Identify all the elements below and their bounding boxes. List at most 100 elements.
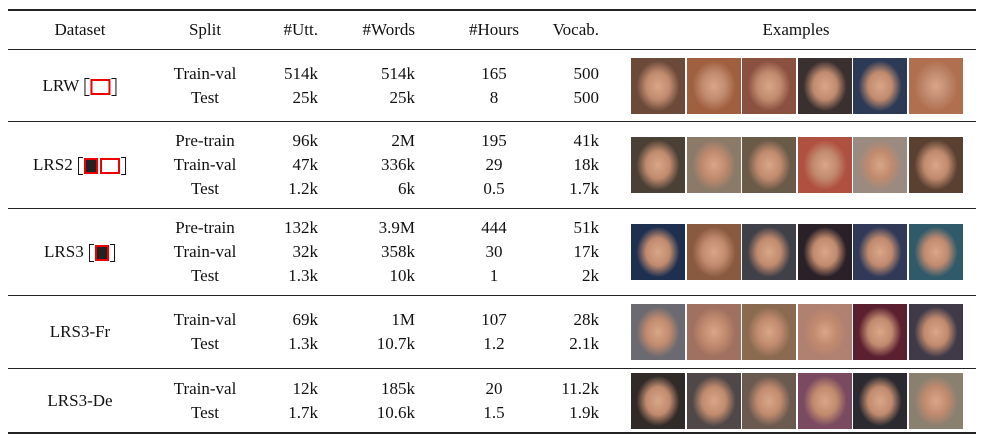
header-rule (8, 49, 976, 50)
thumbnail (631, 304, 685, 360)
cell: 195 (481, 131, 507, 151)
citation-link[interactable] (95, 245, 109, 261)
thumbnail (687, 137, 741, 193)
cell: 500 (574, 64, 600, 84)
dataset-name: LRS3-De (47, 391, 112, 411)
cell: 10.6k (377, 403, 415, 423)
dataset-name: LRW (42, 76, 117, 96)
cell: 51k (574, 218, 600, 238)
cell: 10.7k (377, 334, 415, 354)
thumbnail (853, 137, 907, 193)
thumbnail (853, 373, 907, 429)
cell: Test (191, 179, 219, 199)
cell: 2M (391, 131, 415, 151)
thumbnail (853, 224, 907, 280)
cell: 32k (293, 242, 319, 262)
cell: 1M (391, 310, 415, 330)
cell: 514k (381, 64, 415, 84)
cell: Pre-train (175, 218, 234, 238)
cell: 1.2 (483, 334, 504, 354)
group-rule (8, 368, 976, 369)
thumbnail (742, 137, 796, 193)
cell: Train-val (174, 155, 237, 175)
citation[interactable] (78, 157, 126, 175)
thumbnail (798, 137, 852, 193)
cell: Pre-train (175, 131, 234, 151)
group-rule (8, 121, 976, 122)
header-cell: Dataset (55, 20, 106, 40)
thumbnail (631, 58, 685, 114)
cell: 514k (284, 64, 318, 84)
cell: 1.9k (569, 403, 599, 423)
thumbnail (687, 224, 741, 280)
cell: 500 (574, 88, 600, 108)
thumbnail (909, 304, 963, 360)
cell: 12k (293, 379, 319, 399)
cell: 1.5 (483, 403, 504, 423)
cell: 10k (390, 266, 416, 286)
header-cell: #Utt. (284, 20, 318, 40)
cell: 30 (486, 242, 503, 262)
cell: 2k (582, 266, 599, 286)
cell: 1.3k (288, 266, 318, 286)
cell: Train-val (174, 379, 237, 399)
header-cell: #Words (363, 20, 415, 40)
cell: 1.2k (288, 179, 318, 199)
citation-link[interactable] (84, 158, 98, 174)
thumbnail (798, 224, 852, 280)
cell: 41k (574, 131, 600, 151)
thumbnail (909, 137, 963, 193)
citation-link[interactable] (100, 158, 120, 174)
thumbnail (687, 373, 741, 429)
header-cell: #Hours (469, 20, 519, 40)
group-rule (8, 295, 976, 296)
thumbnail (742, 304, 796, 360)
thumbnail (631, 224, 685, 280)
cell: Test (191, 334, 219, 354)
cell: 96k (293, 131, 319, 151)
thumbnail (687, 58, 741, 114)
header-cell: Split (189, 20, 221, 40)
cell: Train-val (174, 310, 237, 330)
thumbnail (798, 373, 852, 429)
top-rule (8, 9, 976, 11)
cell: 8 (490, 88, 499, 108)
table-page: DatasetSplit#Utt.#Words#HoursVocab.Examp… (0, 0, 984, 434)
thumbnail (853, 58, 907, 114)
cell: Test (191, 88, 219, 108)
citation[interactable] (85, 78, 117, 96)
thumbnail (909, 58, 963, 114)
cell: 185k (381, 379, 415, 399)
cell: 1.7k (288, 403, 318, 423)
thumbnail (798, 304, 852, 360)
cell: 3.9M (379, 218, 415, 238)
cell: Test (191, 403, 219, 423)
cell: 165 (481, 64, 507, 84)
dataset-name: LRS3 (44, 242, 116, 262)
cell: 358k (381, 242, 415, 262)
cell: 28k (574, 310, 600, 330)
cell: 132k (284, 218, 318, 238)
thumbnail (742, 224, 796, 280)
thumbnail (631, 137, 685, 193)
cell: 1 (490, 266, 499, 286)
citation-link[interactable] (91, 79, 111, 95)
header-cell: Examples (762, 20, 829, 40)
dataset-name: LRS3-Fr (50, 322, 110, 342)
cell: 336k (381, 155, 415, 175)
thumbnail (742, 373, 796, 429)
thumbnail (853, 304, 907, 360)
group-rule (8, 208, 976, 209)
cell: 0.5 (483, 179, 504, 199)
cell: Train-val (174, 242, 237, 262)
citation[interactable] (89, 244, 115, 262)
cell: Train-val (174, 64, 237, 84)
cell: 29 (486, 155, 503, 175)
thumbnail (909, 373, 963, 429)
cell: 18k (574, 155, 600, 175)
cell: 1.3k (288, 334, 318, 354)
thumbnail (687, 304, 741, 360)
cell: 2.1k (569, 334, 599, 354)
cell: Test (191, 266, 219, 286)
cell: 1.7k (569, 179, 599, 199)
